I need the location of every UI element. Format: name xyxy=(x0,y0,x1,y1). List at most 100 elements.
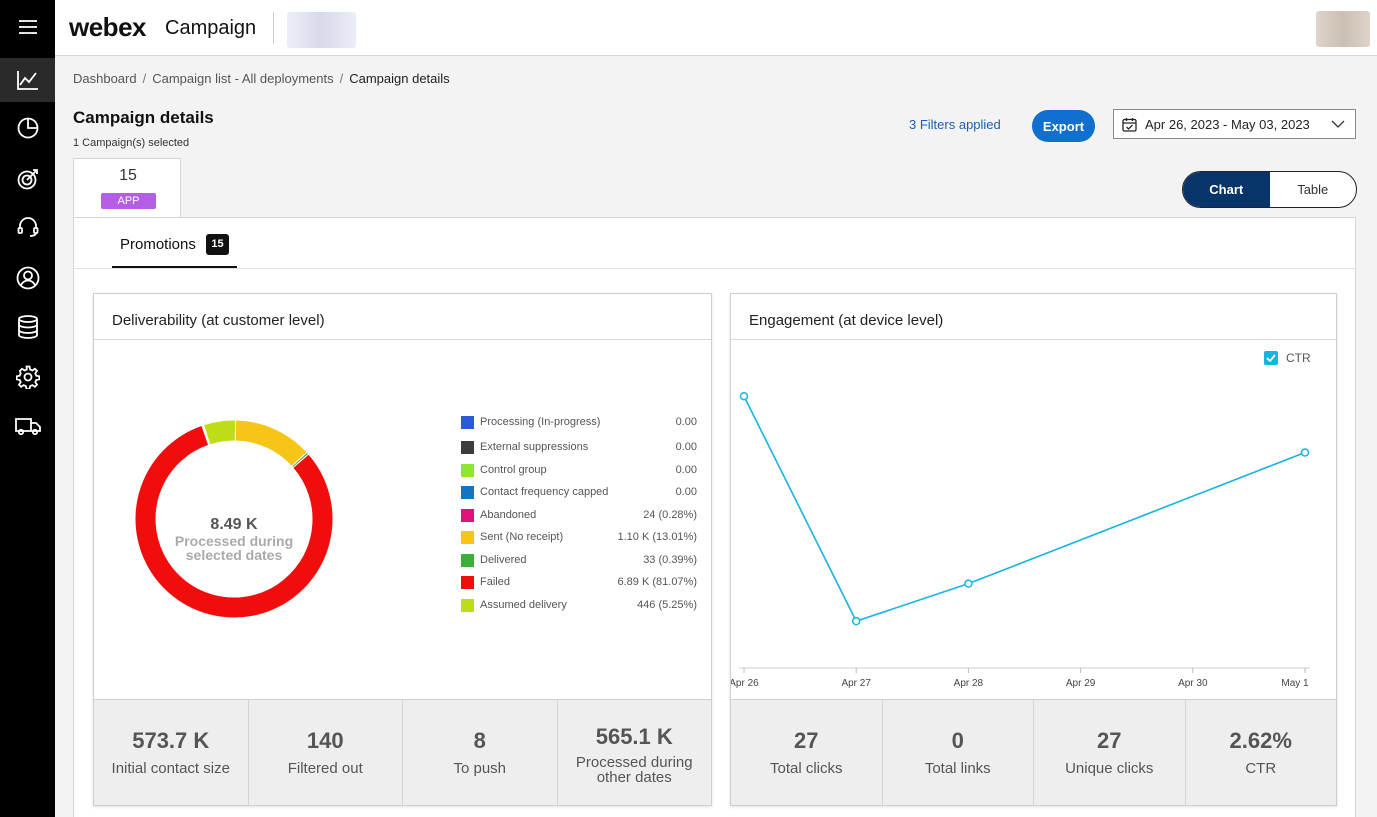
legend-value: 446 (5.25%) xyxy=(637,599,697,611)
ctr-data-point[interactable] xyxy=(851,616,861,626)
engagement-title: Engagement (at device level) xyxy=(749,312,944,329)
deliverability-stats: 573.7 K Initial contact size 140 Filtere… xyxy=(94,699,711,805)
ctr-legend-checkbox[interactable]: CTR xyxy=(1264,351,1311,365)
table-view-button[interactable]: Table xyxy=(1297,182,1329,197)
checkbox-checked-icon xyxy=(1264,351,1278,365)
ctr-data-point[interactable] xyxy=(1300,448,1310,457)
export-button[interactable]: Export xyxy=(1032,110,1095,142)
target-icon[interactable] xyxy=(0,157,55,201)
legend-label: Abandoned xyxy=(480,509,537,521)
settings-gear-icon[interactable] xyxy=(0,355,55,399)
legend-label: External suppressions xyxy=(480,441,589,453)
user-avatar[interactable] xyxy=(1316,11,1370,47)
stat-processed-other-dates: 565.1 K Processed during other dates xyxy=(557,700,711,805)
legend-label: Processing (In-progress) xyxy=(480,416,601,428)
ctr-legend-label: CTR xyxy=(1286,351,1311,365)
delivery-truck-icon[interactable] xyxy=(0,404,55,448)
database-icon[interactable] xyxy=(0,305,55,349)
product-name: Campaign xyxy=(165,17,257,39)
breadcrumb-dashboard[interactable]: Dashboard xyxy=(73,71,137,86)
view-toggle: Chart Table xyxy=(1182,171,1357,208)
legend-item[interactable]: Failed 6.89 K (81.07%) xyxy=(461,574,697,590)
stat-label: CTR xyxy=(1245,760,1277,777)
pie-chart-icon[interactable] xyxy=(0,106,55,150)
menu-icon[interactable] xyxy=(0,5,55,49)
donut-slice-sent-no-receipt[interactable] xyxy=(234,419,308,468)
stat-value: 573.7 K xyxy=(132,728,210,753)
x-axis-tick-label: Apr 30 xyxy=(1178,678,1208,689)
breadcrumb-current: Campaign details xyxy=(349,71,450,86)
ctr-data-point[interactable] xyxy=(964,579,973,588)
stat-total-links: 0 Total links xyxy=(882,700,1034,805)
app-campaign-count: 15 xyxy=(119,167,137,184)
x-axis-tick-label: Apr 27 xyxy=(841,678,871,689)
x-axis-tick-label: Apr 28 xyxy=(954,678,984,689)
promotions-tab-label: Promotions xyxy=(120,236,196,253)
app-badge: APP xyxy=(101,193,156,209)
donut-slice-assumed-delivery[interactable] xyxy=(202,419,237,446)
ctr-series-line xyxy=(743,395,1306,623)
stat-value: 140 xyxy=(306,728,344,753)
stat-total-clicks: 27 Total clicks xyxy=(731,700,883,805)
date-range-picker[interactable]: Apr 26, 2023 - May 03, 2023 xyxy=(1113,109,1356,139)
legend-value: 0.00 xyxy=(675,464,697,476)
legend-value: 24 (0.28%) xyxy=(643,509,697,521)
legend-item[interactable]: Contact frequency capped 0.00 xyxy=(461,484,697,500)
engagement-line-chart: Apr 26 Apr 27 Apr 28 Apr 29 Apr 30 May 1 xyxy=(731,391,1310,689)
stat-filtered-out: 140 Filtered out xyxy=(248,700,403,805)
stat-label: Initial contact size xyxy=(111,760,230,777)
donut-center-label: selected dates xyxy=(186,547,283,563)
legend-swatch xyxy=(461,598,474,612)
organization-logo xyxy=(287,12,356,48)
legend-value: 33 (0.39%) xyxy=(643,554,697,566)
tab-promotions[interactable]: Promotions 15 xyxy=(112,218,237,268)
legend-swatch xyxy=(461,415,474,429)
header-divider xyxy=(273,12,274,44)
campaigns-selected-text: 1 Campaign(s) selected xyxy=(73,137,190,149)
legend-item[interactable]: Sent (No receipt) 1.10 K (13.01%) xyxy=(461,529,697,545)
legend-item[interactable]: Control group 0.00 xyxy=(461,462,697,478)
x-axis-tick-label: Apr 26 xyxy=(731,678,759,689)
card-header-divider xyxy=(731,339,1336,340)
chart-view-button[interactable]: Chart xyxy=(1183,172,1270,207)
engagement-card: Engagement (at device level) CTR Apr 26 A… xyxy=(730,293,1337,806)
stat-value: 565.1 K xyxy=(595,724,673,749)
stat-label: Unique clicks xyxy=(1065,760,1154,777)
legend-item[interactable]: Assumed delivery 446 (5.25%) xyxy=(461,597,697,613)
headset-icon[interactable] xyxy=(0,205,55,249)
calendar-icon xyxy=(1122,117,1137,132)
breadcrumb-separator: / xyxy=(142,71,147,86)
card-header-divider xyxy=(94,339,711,340)
page-title: Campaign details xyxy=(73,108,214,127)
donut-center-label: Processed during xyxy=(175,533,293,549)
breadcrumb-campaign-list[interactable]: Campaign list - All deployments xyxy=(152,71,334,86)
legend-value: 0.00 xyxy=(675,441,697,453)
donut-slice-failed[interactable] xyxy=(134,424,334,619)
legend-swatch xyxy=(461,553,474,567)
filters-applied-link[interactable]: 3 Filters applied xyxy=(909,117,1001,132)
legend-swatch xyxy=(461,440,474,454)
breadcrumb: Dashboard / Campaign list - All deployme… xyxy=(73,71,450,86)
chevron-down-icon xyxy=(1331,120,1345,128)
legend-item[interactable]: Delivered 33 (0.39%) xyxy=(461,552,697,568)
legend-label: Assumed delivery xyxy=(480,599,567,611)
stat-label: Total clicks xyxy=(769,760,843,777)
legend-label: Contact frequency capped xyxy=(480,486,609,498)
legend-item[interactable]: Processing (In-progress) 0.00 xyxy=(461,414,697,430)
user-icon[interactable] xyxy=(0,256,55,300)
legend-item[interactable]: Abandoned 24 (0.28%) xyxy=(461,507,697,523)
webex-logo: webex xyxy=(69,12,147,42)
legend-label: Sent (No receipt) xyxy=(480,531,564,543)
stat-label: Processed during other dates xyxy=(575,754,693,786)
legend-item[interactable]: External suppressions 0.00 xyxy=(461,439,697,455)
date-range-text: Apr 26, 2023 - May 03, 2023 xyxy=(1145,116,1310,132)
ctr-data-point[interactable] xyxy=(739,391,749,401)
stat-label: Filtered out xyxy=(287,760,363,777)
promotions-count-badge: 15 xyxy=(206,234,229,255)
main-panel: Promotions 15 Deliverability (at custome… xyxy=(73,217,1356,817)
legend-value: 0.00 xyxy=(675,416,697,428)
legend-value: 0.00 xyxy=(675,486,697,498)
analytics-icon[interactable] xyxy=(0,58,55,102)
channel-tab-app[interactable]: 15 APP xyxy=(73,158,181,218)
legend-swatch xyxy=(461,508,474,522)
